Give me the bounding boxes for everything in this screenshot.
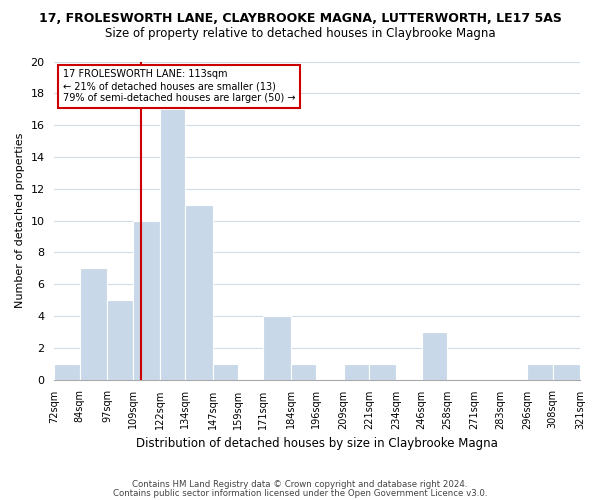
Bar <box>55 364 80 380</box>
Bar <box>369 364 397 380</box>
Bar <box>160 109 185 380</box>
X-axis label: Distribution of detached houses by size in Claybrooke Magna: Distribution of detached houses by size … <box>136 437 498 450</box>
Bar <box>291 364 316 380</box>
Text: 17 FROLESWORTH LANE: 113sqm
← 21% of detached houses are smaller (13)
79% of sem: 17 FROLESWORTH LANE: 113sqm ← 21% of det… <box>63 70 295 102</box>
Text: 17, FROLESWORTH LANE, CLAYBROOKE MAGNA, LUTTERWORTH, LE17 5AS: 17, FROLESWORTH LANE, CLAYBROOKE MAGNA, … <box>38 12 562 26</box>
Bar <box>133 220 160 380</box>
Bar <box>213 364 238 380</box>
Bar <box>422 332 447 380</box>
Bar <box>107 300 133 380</box>
Y-axis label: Number of detached properties: Number of detached properties <box>15 133 25 308</box>
Text: Contains public sector information licensed under the Open Government Licence v3: Contains public sector information licen… <box>113 490 487 498</box>
Bar <box>527 364 553 380</box>
Bar <box>263 316 291 380</box>
Bar <box>80 268 107 380</box>
Bar <box>553 364 580 380</box>
Bar <box>185 204 213 380</box>
Text: Size of property relative to detached houses in Claybrooke Magna: Size of property relative to detached ho… <box>104 28 496 40</box>
Text: Contains HM Land Registry data © Crown copyright and database right 2024.: Contains HM Land Registry data © Crown c… <box>132 480 468 489</box>
Bar <box>344 364 369 380</box>
